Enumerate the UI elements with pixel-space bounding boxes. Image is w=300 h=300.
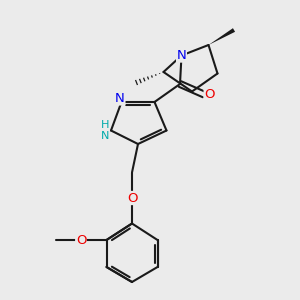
Polygon shape: [208, 28, 235, 45]
Text: O: O: [127, 191, 137, 205]
Text: O: O: [204, 88, 215, 101]
Text: H
N: H N: [101, 120, 109, 141]
Text: O: O: [76, 233, 86, 247]
Text: N: N: [115, 92, 125, 105]
Text: N: N: [177, 49, 186, 62]
